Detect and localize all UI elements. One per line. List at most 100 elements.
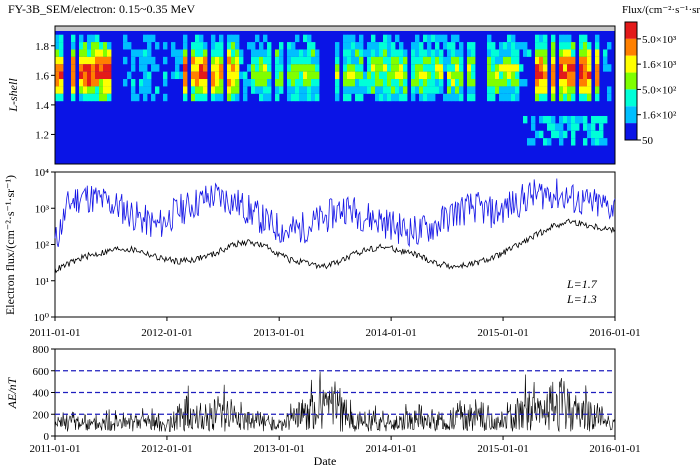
heatmap-cell	[91, 49, 96, 57]
heatmap-cell	[439, 86, 444, 94]
heatmap-cell	[511, 42, 516, 50]
heatmap-cell	[551, 42, 556, 50]
colorbar-segment	[625, 89, 637, 107]
heatmap-cell	[431, 49, 436, 57]
heatmap-cell	[551, 130, 556, 139]
heatmap-cell	[503, 56, 508, 65]
heatmap-cell	[227, 93, 232, 102]
heatmap-cell	[279, 64, 284, 72]
heatmap-cell	[571, 64, 576, 72]
heatmap-cell	[455, 79, 460, 87]
heatmap-cell	[423, 56, 428, 65]
heatmap-cell	[355, 64, 360, 72]
heatmap-cell	[243, 79, 248, 87]
heatmap-cell	[587, 49, 592, 57]
heatmap-cell	[279, 71, 284, 80]
heatmap-cell	[447, 86, 452, 94]
heatmap-cell	[315, 93, 320, 102]
heatmap-cell	[375, 49, 380, 57]
heatmap-cell	[147, 42, 152, 50]
heatmap-cell	[595, 64, 600, 72]
heatmap-cell	[567, 56, 572, 65]
flux-xtick-label: 2014-01-01	[365, 327, 416, 339]
heatmap-cell	[59, 56, 64, 65]
heatmap-cell	[415, 34, 420, 43]
heatmap-cell	[307, 56, 312, 65]
heatmap-cell	[591, 138, 596, 146]
colorbar-label: 5.0×10³	[642, 34, 677, 46]
heatmap-cells	[55, 31, 615, 164]
heatmap-cell	[311, 64, 316, 72]
heatmap-cell	[279, 56, 284, 65]
heatmap-cell	[415, 79, 420, 87]
heatmap-cell	[195, 42, 200, 50]
heatmap-cell	[179, 49, 184, 57]
heatmap-cell	[603, 64, 608, 72]
heatmap-cell	[391, 93, 396, 102]
heatmap-cell	[87, 56, 92, 65]
heatmap-cell	[427, 64, 432, 72]
heatmap-cell	[295, 71, 300, 80]
heatmap-cell	[439, 56, 444, 65]
heatmap-cell	[559, 123, 564, 131]
heatmap-cell	[335, 79, 340, 87]
heatmap-cell	[215, 79, 220, 87]
heatmap-cell	[307, 79, 312, 87]
heatmap-cell	[411, 64, 416, 72]
heatmap-cell	[259, 71, 264, 80]
heatmap-cell	[579, 56, 584, 65]
heatmap-cell	[503, 79, 508, 87]
heatmap-cell	[219, 49, 224, 57]
heatmap-cell	[363, 79, 368, 87]
heatmap-cell	[495, 86, 500, 94]
heatmap-cell	[387, 71, 392, 80]
heatmap-cell	[307, 71, 312, 80]
heatmap-cell	[515, 71, 520, 80]
heatmap-cell	[103, 49, 108, 57]
heatmap-cell	[79, 71, 84, 80]
heatmap-cell	[595, 130, 600, 139]
heatmap-cell	[523, 42, 528, 50]
heatmap-cell	[447, 42, 452, 50]
heatmap-cell	[355, 42, 360, 50]
heatmap-cell	[103, 93, 108, 102]
heatmap-cell	[595, 138, 600, 146]
heatmap-cell	[203, 93, 208, 102]
heatmap-cell	[579, 115, 584, 124]
heatmap-cell	[491, 93, 496, 102]
heatmap-cell	[255, 34, 260, 43]
heatmap-cell	[467, 93, 472, 102]
heatmap-cell	[411, 93, 416, 102]
flux-ytick-label: 10⁰	[34, 312, 50, 324]
heatmap-cell	[423, 93, 428, 102]
heatmap-cell	[311, 93, 316, 102]
heatmap-cell	[175, 49, 180, 57]
heatmap-cell	[95, 86, 100, 94]
heatmap-cell	[439, 49, 444, 57]
heatmap-cell	[595, 56, 600, 65]
heatmap-cell	[259, 79, 264, 87]
heatmap-cell	[515, 93, 520, 102]
heatmap-cell	[531, 138, 536, 146]
heatmap-cell	[399, 71, 404, 80]
heatmap-cell	[267, 64, 272, 72]
heatmap-cell	[379, 64, 384, 72]
heatmap-cell	[375, 86, 380, 94]
heatmap-cell	[551, 123, 556, 131]
heatmap-cell	[307, 86, 312, 94]
heatmap-cell	[487, 34, 492, 43]
heatmap-cell	[399, 56, 404, 65]
heatmap-cell	[419, 71, 424, 80]
heatmap-cell	[311, 49, 316, 57]
heatmap-cell	[527, 138, 532, 146]
heatmap-cell	[295, 34, 300, 43]
heatmap-cell	[411, 86, 416, 94]
heatmap-cell	[359, 34, 364, 43]
heatmap-cell	[503, 93, 508, 102]
flux-xtick-label: 2016-01-01	[589, 327, 640, 339]
heatmap-cell	[551, 49, 556, 57]
heatmap-cell	[515, 79, 520, 87]
heatmap-cell	[539, 42, 544, 50]
heatmap-cell	[239, 49, 244, 57]
heatmap-cell	[427, 79, 432, 87]
